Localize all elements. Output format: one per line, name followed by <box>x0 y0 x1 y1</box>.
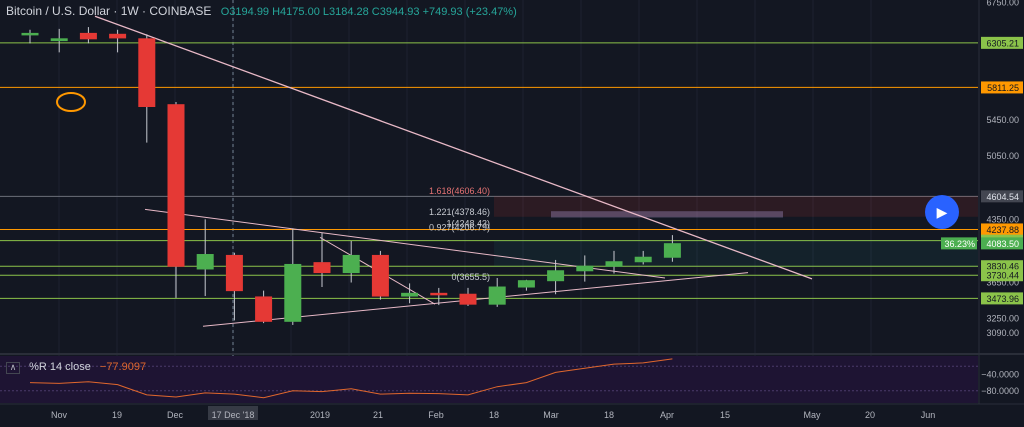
y-tick-label: 3650.00 <box>986 278 1019 288</box>
candle-body <box>284 263 302 322</box>
candle-body <box>488 286 506 305</box>
candle-body <box>517 280 535 288</box>
trendline-descending <box>94 15 813 280</box>
play-button[interactable]: ▶ <box>925 195 959 229</box>
x-tick-label: 18 <box>604 410 614 420</box>
candle-body <box>342 254 360 274</box>
candle-body <box>401 292 419 297</box>
x-tick-label: 17 Dec '18 <box>212 410 255 420</box>
price-tag <box>981 269 1023 282</box>
x-tick-label: Dec <box>167 410 184 420</box>
collapse-icon[interactable]: ∧ <box>6 362 20 374</box>
indicator-pane <box>0 356 978 403</box>
price-tag-label: 3473.96 <box>986 294 1019 304</box>
x-tick-label: 19 <box>112 410 122 420</box>
x-tick-label: Jun <box>921 410 936 420</box>
x-tick-label: Apr <box>660 410 674 420</box>
wr-axis-label: −80.0000 <box>981 386 1019 396</box>
candle-body <box>547 270 565 282</box>
price-tag <box>981 81 1023 94</box>
wr-line <box>29 358 673 399</box>
y-tick-label: 6750.00 <box>986 0 1019 8</box>
y-tick-label: 4350.00 <box>986 214 1019 224</box>
candle-body <box>605 261 623 267</box>
price-tag-label: 4604.54 <box>986 192 1019 202</box>
candle-body <box>21 32 39 36</box>
candle-body <box>79 32 97 40</box>
price-tag-label: 4237.88 <box>986 225 1019 235</box>
current-price-tag <box>981 237 1023 250</box>
current-price-label: 4083.50 <box>986 239 1019 249</box>
fib-label: 0.927(4206.79) <box>429 222 490 232</box>
price-tag <box>981 292 1023 305</box>
crosshair-date-tag <box>208 406 258 420</box>
price-tag-label: 3730.44 <box>986 271 1019 281</box>
x-tick-label: 18 <box>489 410 499 420</box>
fib-zone <box>494 196 978 217</box>
candle-body <box>138 38 156 108</box>
fib-label: 1(4248.43) <box>446 219 490 229</box>
candle-body <box>50 38 68 42</box>
ohlc-readout: O3194.99 H4175.00 L3184.28 C3944.93 +749… <box>220 6 517 18</box>
x-tick-label: Nov <box>51 410 68 420</box>
fib-label: 1.221(4378.46) <box>429 207 490 217</box>
x-tick-label: Mar <box>543 410 559 420</box>
price-tag <box>981 36 1023 49</box>
price-tag-label: 6305.21 <box>986 38 1019 48</box>
indicator-label[interactable]: %R 14 close <box>29 361 91 373</box>
candle-body <box>371 254 389 297</box>
y-tick-label: 3090.00 <box>986 328 1019 338</box>
wr-axis-label: −40.0000 <box>981 369 1019 379</box>
candle-body <box>634 256 652 263</box>
candle-body <box>313 262 331 274</box>
resistance-box <box>551 211 783 218</box>
candle-body <box>225 254 243 292</box>
x-tick-label: 15 <box>720 410 730 420</box>
x-tick-label: 2019 <box>310 410 330 420</box>
price-tag-label: 5811.25 <box>987 83 1019 93</box>
x-tick-label: 21 <box>373 410 383 420</box>
candle-body <box>663 243 681 258</box>
indicator-legend: ∧ %R 14 close −77.9097 <box>6 361 146 374</box>
symbol-title[interactable]: Bitcoin / U.S. Dollar · 1W · COINBASE <box>6 4 212 18</box>
chart-header: Bitcoin / U.S. Dollar · 1W · COINBASE O3… <box>6 4 517 18</box>
price-tag <box>981 190 1023 203</box>
candle-body <box>459 293 477 305</box>
x-tick-label: May <box>803 410 821 420</box>
fib-label: 0(3655.5) <box>451 272 490 282</box>
y-tick-label: 5050.00 <box>986 151 1019 161</box>
candle-body <box>430 292 448 296</box>
candle-body <box>576 265 594 272</box>
percent-tag <box>941 237 977 250</box>
indicator-value: −77.9097 <box>99 361 147 373</box>
price-tag <box>981 223 1023 236</box>
support-zone <box>494 240 978 267</box>
percent-label: 36.23% <box>944 239 975 249</box>
highlight-ellipse <box>56 91 86 112</box>
candle-body <box>167 104 185 267</box>
y-tick-label: 5450.00 <box>986 115 1019 125</box>
fib-label: 1.618(4606.40) <box>429 186 490 196</box>
price-tag-label: 3830.46 <box>986 262 1019 272</box>
x-tick-label: 20 <box>865 410 875 420</box>
candle-body <box>255 296 273 322</box>
candle-body <box>109 33 127 39</box>
price-tag <box>981 260 1023 273</box>
candle-body <box>196 254 214 270</box>
y-tick-label: 3250.00 <box>986 314 1019 324</box>
x-tick-label: Feb <box>428 410 444 420</box>
price-axis <box>979 0 1024 422</box>
play-icon: ▶ <box>936 204 948 220</box>
